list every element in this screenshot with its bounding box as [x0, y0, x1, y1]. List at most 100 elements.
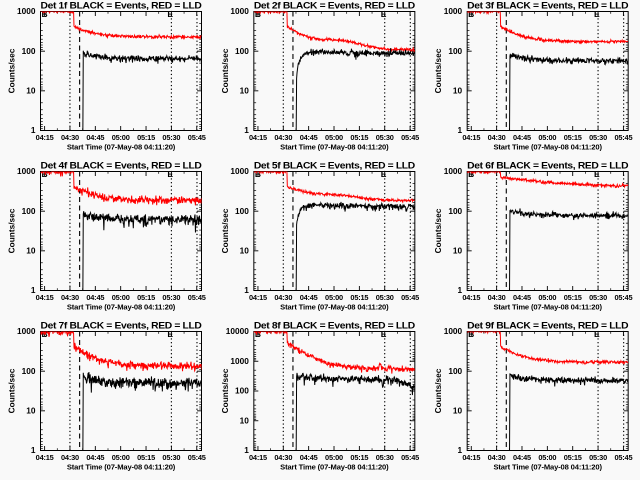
- svg-text:04:15: 04:15: [462, 133, 480, 142]
- svg-text:100: 100: [235, 206, 249, 216]
- svg-text:05:45: 05:45: [401, 293, 419, 302]
- svg-text:05:30: 05:30: [162, 293, 180, 302]
- svg-text:05:45: 05:45: [401, 133, 419, 142]
- svg-text:05:15: 05:15: [137, 293, 155, 302]
- svg-text:Counts/sec: Counts/sec: [7, 48, 17, 93]
- svg-text:04:45: 04:45: [86, 293, 104, 302]
- svg-text:100: 100: [448, 366, 462, 376]
- svg-text:Det 6f BLACK = Events, RED = L: Det 6f BLACK = Events, RED = LLD: [467, 161, 629, 171]
- svg-text:04:15: 04:15: [36, 133, 54, 142]
- svg-text:Start Time (07-May-08 04:11:20: Start Time (07-May-08 04:11:20): [67, 143, 176, 152]
- svg-text:10: 10: [26, 85, 36, 95]
- svg-text:04:45: 04:45: [86, 453, 104, 462]
- svg-text:05:15: 05:15: [137, 453, 155, 462]
- svg-text:Start Time (07-May-08 04:11:20: Start Time (07-May-08 04:11:20): [67, 303, 176, 312]
- svg-text:05:00: 05:00: [325, 133, 343, 142]
- svg-text:04:15: 04:15: [249, 293, 267, 302]
- svg-text:10: 10: [240, 415, 250, 425]
- svg-text:Det 4f BLACK = Events, RED = L: Det 4f BLACK = Events, RED = LLD: [41, 161, 203, 171]
- svg-text:Start Time (07-May-08 04:11:20: Start Time (07-May-08 04:11:20): [494, 303, 603, 312]
- svg-text:05:45: 05:45: [188, 293, 206, 302]
- svg-text:100: 100: [22, 366, 36, 376]
- svg-text:05:00: 05:00: [112, 133, 130, 142]
- svg-text:100: 100: [448, 206, 462, 216]
- svg-text:04:30: 04:30: [61, 293, 79, 302]
- svg-text:04:30: 04:30: [274, 453, 292, 462]
- svg-text:Det 1f BLACK = Events, RED = L: Det 1f BLACK = Events, RED = LLD: [41, 1, 203, 11]
- svg-text:05:00: 05:00: [325, 453, 343, 462]
- svg-text:05:15: 05:15: [564, 133, 582, 142]
- svg-text:04:15: 04:15: [462, 293, 480, 302]
- svg-text:04:45: 04:45: [300, 453, 318, 462]
- svg-text:B: B: [42, 9, 48, 19]
- svg-text:100: 100: [235, 46, 249, 56]
- svg-text:E: E: [594, 9, 600, 19]
- svg-text:05:15: 05:15: [350, 293, 368, 302]
- svg-text:04:45: 04:45: [513, 453, 531, 462]
- svg-text:Det 7f BLACK = Events, RED = L: Det 7f BLACK = Events, RED = LLD: [41, 321, 203, 331]
- svg-text:100: 100: [22, 46, 36, 56]
- svg-text:E: E: [381, 329, 387, 339]
- svg-text:B: B: [468, 9, 474, 19]
- svg-text:100: 100: [22, 206, 36, 216]
- svg-text:10: 10: [453, 405, 463, 415]
- svg-text:05:30: 05:30: [376, 133, 394, 142]
- svg-text:E: E: [167, 329, 173, 339]
- svg-text:B: B: [468, 329, 474, 339]
- svg-text:100: 100: [235, 386, 249, 396]
- svg-text:10: 10: [453, 85, 463, 95]
- svg-text:05:45: 05:45: [614, 133, 632, 142]
- svg-text:04:45: 04:45: [513, 293, 531, 302]
- svg-text:Counts/sec: Counts/sec: [433, 368, 443, 413]
- svg-text:E: E: [381, 9, 387, 19]
- svg-text:05:30: 05:30: [589, 453, 607, 462]
- svg-text:10: 10: [26, 405, 36, 415]
- svg-text:04:30: 04:30: [274, 293, 292, 302]
- svg-text:05:30: 05:30: [589, 293, 607, 302]
- svg-text:1000: 1000: [230, 356, 249, 366]
- svg-text:Start Time (07-May-08 04:11:20: Start Time (07-May-08 04:11:20): [280, 303, 389, 312]
- svg-text:10: 10: [240, 245, 250, 255]
- svg-text:04:15: 04:15: [249, 133, 267, 142]
- svg-text:04:30: 04:30: [488, 133, 506, 142]
- svg-text:Start Time (07-May-08 04:11:20: Start Time (07-May-08 04:11:20): [280, 143, 389, 152]
- svg-text:05:00: 05:00: [112, 453, 130, 462]
- svg-text:1000: 1000: [17, 6, 36, 16]
- svg-text:1000: 1000: [444, 6, 463, 16]
- svg-text:05:15: 05:15: [137, 133, 155, 142]
- svg-text:05:00: 05:00: [112, 293, 130, 302]
- svg-text:05:45: 05:45: [188, 133, 206, 142]
- svg-text:Counts/sec: Counts/sec: [433, 208, 443, 253]
- svg-text:1000: 1000: [230, 6, 249, 16]
- svg-text:05:30: 05:30: [162, 133, 180, 142]
- svg-text:1000: 1000: [17, 166, 36, 176]
- svg-text:04:15: 04:15: [249, 453, 267, 462]
- svg-text:05:30: 05:30: [589, 133, 607, 142]
- svg-text:E: E: [167, 169, 173, 179]
- svg-text:05:15: 05:15: [564, 453, 582, 462]
- svg-text:04:45: 04:45: [300, 293, 318, 302]
- svg-text:1000: 1000: [444, 326, 463, 336]
- svg-text:Det 5f BLACK = Events, RED = L: Det 5f BLACK = Events, RED = LLD: [254, 161, 416, 171]
- svg-text:Counts/sec: Counts/sec: [220, 208, 230, 253]
- svg-text:100: 100: [448, 46, 462, 56]
- svg-text:B: B: [255, 329, 261, 339]
- svg-text:05:00: 05:00: [538, 293, 556, 302]
- svg-text:B: B: [255, 169, 261, 179]
- svg-text:05:15: 05:15: [350, 453, 368, 462]
- svg-text:Start Time (07-May-08 04:11:20: Start Time (07-May-08 04:11:20): [280, 463, 389, 472]
- svg-text:05:45: 05:45: [188, 453, 206, 462]
- svg-text:1000: 1000: [230, 166, 249, 176]
- svg-text:B: B: [255, 9, 261, 19]
- svg-text:E: E: [167, 9, 173, 19]
- svg-text:Det 8f BLACK = Events, RED = L: Det 8f BLACK = Events, RED = LLD: [254, 321, 416, 331]
- svg-text:05:45: 05:45: [614, 293, 632, 302]
- svg-text:04:45: 04:45: [86, 133, 104, 142]
- svg-text:04:30: 04:30: [274, 133, 292, 142]
- svg-text:04:15: 04:15: [36, 293, 54, 302]
- svg-text:Start Time (07-May-08 04:11:20: Start Time (07-May-08 04:11:20): [494, 463, 603, 472]
- svg-text:04:30: 04:30: [488, 453, 506, 462]
- svg-text:04:30: 04:30: [488, 293, 506, 302]
- svg-text:Det 3f BLACK = Events, RED = L: Det 3f BLACK = Events, RED = LLD: [467, 1, 629, 11]
- svg-text:05:45: 05:45: [401, 453, 419, 462]
